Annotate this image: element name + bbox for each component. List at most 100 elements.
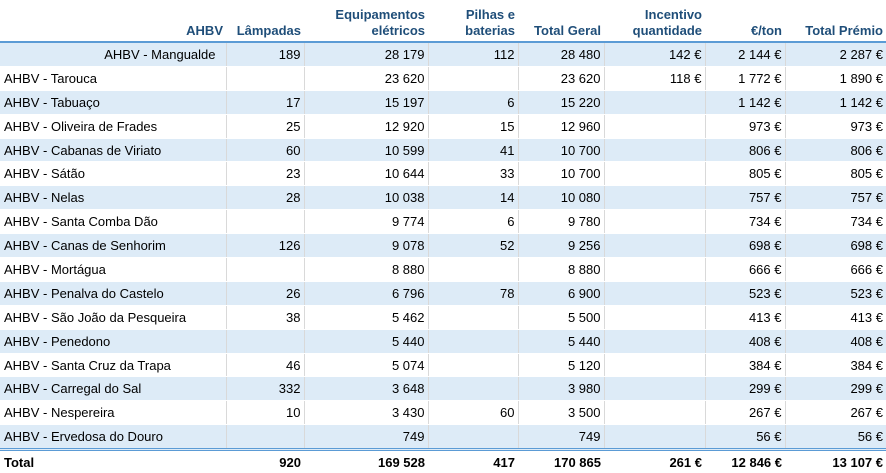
cell-incentivo[interactable]: 118 €	[604, 66, 706, 91]
cell-equipamentos[interactable]: 15 197	[304, 90, 429, 115]
cell-total-premio[interactable]: 523 €	[785, 281, 886, 306]
cell-ahbv[interactable]: AHBV - Carregal do Sal	[0, 376, 227, 402]
cell-equipamentos[interactable]: 10 599	[304, 138, 429, 163]
cell-total-geral[interactable]: 3 500	[518, 400, 605, 426]
cell-total-premio[interactable]: 267 €	[785, 400, 886, 426]
cell-total-premio[interactable]: 413 €	[785, 305, 886, 330]
cell-pilhas[interactable]	[428, 257, 519, 282]
cell-total-geral[interactable]: 12 960	[518, 114, 605, 139]
cell-total-geral[interactable]: 8 880	[518, 257, 605, 282]
cell-pilhas[interactable]	[428, 376, 519, 402]
cell-total-geral[interactable]: 9 780	[518, 209, 605, 235]
cell-ahbv[interactable]: AHBV - Canas de Senhorim	[0, 233, 227, 259]
cell-total-geral[interactable]: 5 500	[518, 305, 605, 330]
cell-equipamentos[interactable]: 3 430	[304, 400, 429, 426]
header-pilhas[interactable]: Pilhas e baterias	[428, 0, 518, 43]
cell-total-premio[interactable]: 1 890 €	[785, 66, 886, 91]
cell-ahbv[interactable]: AHBV - Ervedosa do Douro	[0, 424, 227, 451]
cell-incentivo[interactable]	[604, 161, 706, 187]
cell-incentivo[interactable]	[604, 209, 706, 235]
total-geral[interactable]: 170 865	[518, 448, 604, 473]
total-eur-ton[interactable]: 12 846 €	[705, 448, 785, 473]
cell-total-geral[interactable]: 28 480	[518, 42, 605, 67]
cell-incentivo[interactable]	[604, 138, 706, 163]
cell-pilhas[interactable]	[428, 353, 519, 378]
cell-lampadas[interactable]: 26	[226, 281, 305, 306]
cell-pilhas[interactable]	[428, 66, 519, 91]
cell-eur-ton[interactable]: 56 €	[705, 424, 786, 451]
cell-pilhas[interactable]: 6	[428, 209, 519, 235]
cell-ahbv[interactable]: AHBV - Penedono	[0, 329, 227, 354]
cell-eur-ton[interactable]: 757 €	[705, 185, 786, 211]
cell-ahbv[interactable]: AHBV - Oliveira de Frades	[0, 114, 227, 139]
cell-pilhas[interactable]	[428, 305, 519, 330]
cell-eur-ton[interactable]: 1 142 €	[705, 90, 786, 115]
cell-pilhas[interactable]: 6	[428, 90, 519, 115]
cell-total-premio[interactable]: 384 €	[785, 353, 886, 378]
cell-equipamentos[interactable]: 10 644	[304, 161, 429, 187]
header-incentivo[interactable]: Incentivo quantidade	[604, 0, 705, 43]
cell-total-premio[interactable]: 299 €	[785, 376, 886, 402]
cell-lampadas[interactable]: 28	[226, 185, 305, 211]
cell-ahbv[interactable]: AHBV - Nespereira	[0, 400, 227, 426]
cell-equipamentos[interactable]: 9 774	[304, 209, 429, 235]
cell-incentivo[interactable]	[604, 257, 706, 282]
cell-total-geral[interactable]: 6 900	[518, 281, 605, 306]
cell-eur-ton[interactable]: 408 €	[705, 329, 786, 354]
cell-ahbv[interactable]: AHBV - Nelas	[0, 185, 227, 211]
cell-ahbv[interactable]: AHBV - Mangualde	[0, 42, 227, 67]
header-total-geral[interactable]: Total Geral	[518, 0, 604, 43]
cell-equipamentos[interactable]: 9 078	[304, 233, 429, 259]
header-lampadas[interactable]: Lâmpadas	[226, 0, 304, 43]
cell-eur-ton[interactable]: 1 772 €	[705, 66, 786, 91]
cell-incentivo[interactable]	[604, 90, 706, 115]
cell-total-premio[interactable]: 666 €	[785, 257, 886, 282]
total-premio[interactable]: 13 107 €	[785, 448, 886, 473]
cell-incentivo[interactable]	[604, 114, 706, 139]
cell-ahbv[interactable]: AHBV - Mortágua	[0, 257, 227, 282]
cell-ahbv[interactable]: AHBV - Tabuaço	[0, 90, 227, 115]
cell-total-premio[interactable]: 734 €	[785, 209, 886, 235]
cell-total-premio[interactable]: 698 €	[785, 233, 886, 259]
cell-lampadas[interactable]: 332	[226, 376, 305, 402]
cell-pilhas[interactable]: 112	[428, 42, 519, 67]
cell-equipamentos[interactable]: 10 038	[304, 185, 429, 211]
cell-total-geral[interactable]: 9 256	[518, 233, 605, 259]
cell-lampadas[interactable]: 46	[226, 353, 305, 378]
cell-incentivo[interactable]	[604, 281, 706, 306]
cell-lampadas[interactable]: 25	[226, 114, 305, 139]
cell-ahbv[interactable]: AHBV - São João da Pesqueira	[0, 305, 227, 330]
cell-lampadas[interactable]: 126	[226, 233, 305, 259]
cell-equipamentos[interactable]: 23 620	[304, 66, 429, 91]
cell-eur-ton[interactable]: 806 €	[705, 138, 786, 163]
cell-eur-ton[interactable]: 734 €	[705, 209, 786, 235]
header-ahbv[interactable]: AHBV	[0, 0, 226, 43]
cell-incentivo[interactable]	[604, 353, 706, 378]
cell-lampadas[interactable]	[226, 424, 305, 451]
cell-lampadas[interactable]	[226, 66, 305, 91]
cell-eur-ton[interactable]: 413 €	[705, 305, 786, 330]
cell-pilhas[interactable]: 14	[428, 185, 519, 211]
total-pilhas[interactable]: 417	[428, 448, 518, 473]
cell-ahbv[interactable]: AHBV - Penalva do Castelo	[0, 281, 227, 306]
cell-total-premio[interactable]: 408 €	[785, 329, 886, 354]
cell-eur-ton[interactable]: 698 €	[705, 233, 786, 259]
cell-eur-ton[interactable]: 523 €	[705, 281, 786, 306]
cell-incentivo[interactable]	[604, 400, 706, 426]
cell-ahbv[interactable]: AHBV - Santa Cruz da Trapa	[0, 353, 227, 378]
cell-incentivo[interactable]	[604, 424, 706, 451]
cell-lampadas[interactable]	[226, 329, 305, 354]
cell-incentivo[interactable]	[604, 233, 706, 259]
cell-total-premio[interactable]: 757 €	[785, 185, 886, 211]
cell-total-geral[interactable]: 10 080	[518, 185, 605, 211]
total-incentivo[interactable]: 261 €	[604, 448, 705, 473]
cell-lampadas[interactable]: 189	[226, 42, 305, 67]
cell-pilhas[interactable]: 15	[428, 114, 519, 139]
cell-lampadas[interactable]: 23	[226, 161, 305, 187]
cell-eur-ton[interactable]: 666 €	[705, 257, 786, 282]
cell-lampadas[interactable]: 17	[226, 90, 305, 115]
header-total-premio[interactable]: Total Prémio	[785, 0, 886, 43]
cell-incentivo[interactable]	[604, 185, 706, 211]
cell-eur-ton[interactable]: 384 €	[705, 353, 786, 378]
cell-equipamentos[interactable]: 6 796	[304, 281, 429, 306]
